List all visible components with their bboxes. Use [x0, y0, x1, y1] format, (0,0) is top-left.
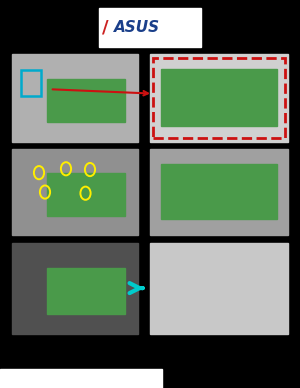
Bar	[0, 369, 162, 388]
Bar	[12, 54, 138, 142]
Bar	[99, 8, 201, 47]
Bar	[150, 54, 288, 142]
Text: /: /	[102, 18, 109, 36]
Bar	[161, 164, 277, 219]
Bar	[161, 69, 277, 126]
Bar	[153, 58, 285, 138]
Bar	[47, 173, 125, 216]
Bar	[47, 268, 125, 314]
Bar	[150, 242, 288, 334]
Bar	[21, 70, 41, 96]
Bar	[150, 149, 288, 235]
Bar	[12, 149, 138, 235]
Bar	[12, 242, 138, 334]
Text: ASUS: ASUS	[114, 20, 160, 35]
Bar	[47, 79, 125, 123]
